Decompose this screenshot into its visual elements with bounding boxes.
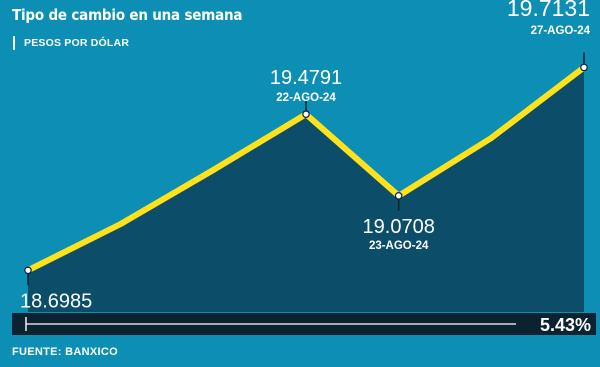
annotation-date: 27-AGO-24 — [531, 25, 591, 37]
annotation-value: 19.4791 — [270, 67, 342, 89]
change-bar: 5.43% — [12, 313, 596, 335]
data-point-marker — [394, 192, 403, 200]
change-percent: 5.43% — [540, 315, 591, 335]
area-fill — [28, 67, 584, 313]
data-point-marker — [580, 63, 588, 72]
annotation-value: 18.6985 — [20, 290, 92, 312]
subtitle-divider — [13, 36, 15, 50]
annotation-date: 22-AGO-24 — [276, 92, 336, 104]
data-point-marker — [302, 110, 310, 118]
source-note: FUENTE: BANXICO — [12, 346, 118, 358]
data-point-marker — [24, 266, 32, 275]
annotation-value: 19.7131 — [507, 0, 590, 21]
chart-subtitle: PESOS POR DÓLAR — [24, 37, 130, 49]
annotation-labels: 18.698519-AGO-2419.479122-AGO-2419.07082… — [20, 0, 591, 326]
annotation-value: 19.0708 — [363, 216, 435, 238]
annotation-markers — [24, 52, 588, 286]
chart-title: Tipo de cambio en una semana — [12, 6, 243, 24]
annotation-date: 23-AGO-24 — [369, 240, 429, 252]
